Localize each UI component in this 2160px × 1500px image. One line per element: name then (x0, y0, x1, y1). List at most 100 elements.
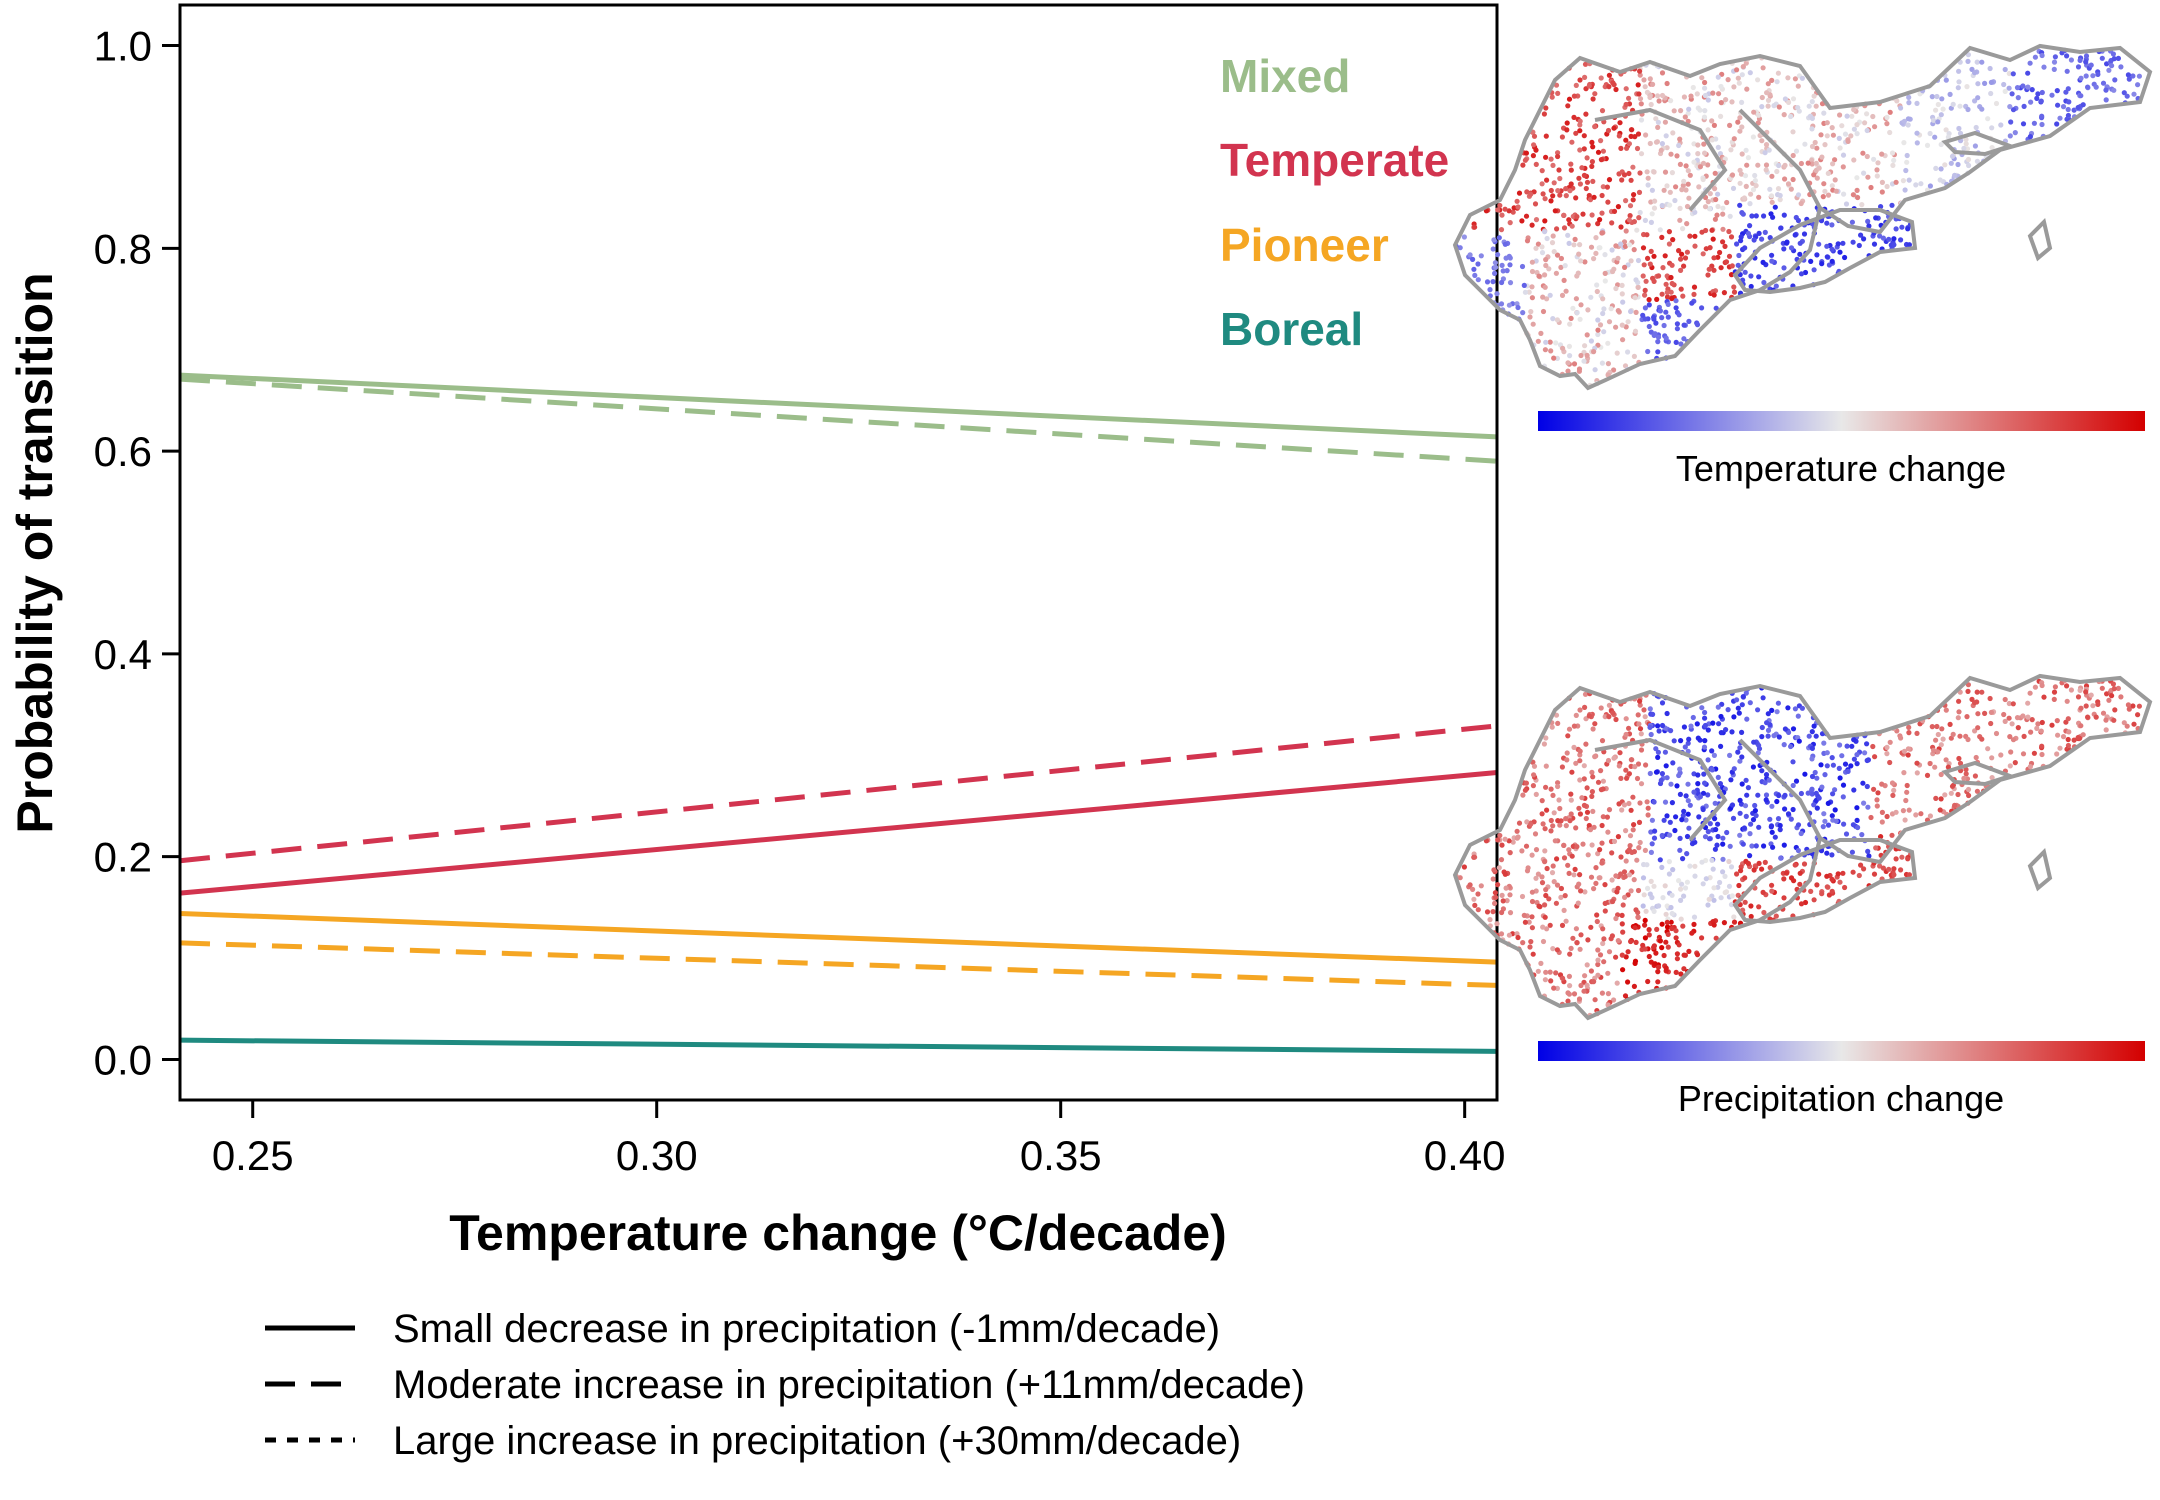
station-point (1585, 307, 1591, 313)
station-point (1799, 705, 1805, 711)
station-point (1811, 723, 1817, 729)
station-point (1519, 218, 1525, 224)
station-point (2038, 728, 2044, 734)
station-point (1519, 893, 1526, 900)
station-point (1762, 229, 1768, 235)
station-point (1580, 211, 1586, 217)
station-point (1642, 935, 1648, 941)
station-point (1813, 160, 1819, 166)
station-point (1905, 116, 1911, 122)
station-point (1566, 847, 1572, 853)
station-point (1769, 77, 1775, 83)
station-point (1547, 922, 1553, 928)
station-point (1562, 893, 1568, 899)
station-point (1660, 895, 1666, 901)
station-point (1661, 187, 1667, 193)
station-point (1598, 138, 1604, 144)
station-point (1668, 728, 1674, 734)
station-point (1621, 869, 1628, 875)
station-point (2111, 87, 2117, 93)
station-point (1668, 274, 1674, 281)
station-point (1522, 157, 1528, 163)
station-point (1668, 289, 1674, 295)
station-point (1829, 125, 1835, 131)
station-point (1957, 760, 1964, 767)
station-point (1566, 217, 1572, 223)
station-point (1739, 72, 1745, 78)
station-point (1728, 147, 1734, 153)
station-point (1662, 119, 1668, 125)
station-point (1756, 860, 1762, 867)
station-point (1672, 197, 1678, 204)
station-point (1568, 167, 1574, 173)
station-point (1686, 106, 1692, 112)
station-point (1748, 191, 1754, 197)
station-point (1584, 179, 1591, 185)
station-point (1535, 968, 1541, 974)
station-point (1591, 349, 1597, 355)
station-point (1554, 317, 1560, 323)
station-point (1504, 268, 1510, 274)
station-point (2031, 120, 2037, 126)
station-point (1506, 838, 1512, 844)
station-point (1571, 361, 1578, 367)
station-point (1702, 738, 1708, 744)
station-point (1645, 255, 1651, 261)
station-point (1555, 153, 1561, 160)
station-point (1713, 826, 1719, 833)
station-point (1535, 241, 1541, 247)
station-point (1979, 106, 1985, 112)
station-point (2088, 692, 2094, 698)
station-point (1763, 772, 1770, 778)
station-point (1832, 787, 1838, 793)
station-point (1542, 902, 1548, 908)
station-point (1542, 272, 1548, 278)
station-point (1540, 191, 1546, 197)
station-point (1681, 322, 1687, 328)
station-point (1711, 897, 1717, 903)
station-point (1879, 819, 1885, 825)
annotation-pioneer: Pioneer (1220, 219, 1389, 271)
station-point (1584, 332, 1590, 338)
station-point (1715, 884, 1721, 890)
station-point (1955, 161, 1961, 168)
station-point (1664, 813, 1670, 819)
station-point (1819, 784, 1825, 790)
station-point (1972, 773, 1978, 779)
station-point (1956, 125, 1962, 132)
station-point (1905, 122, 1911, 128)
station-point (1795, 847, 1801, 854)
station-point (1709, 767, 1715, 773)
station-point (2009, 91, 2015, 97)
station-point (1676, 142, 1682, 149)
station-point (1533, 791, 1539, 798)
station-point (1802, 141, 1808, 147)
station-point (2054, 751, 2060, 757)
station-point (1638, 731, 1644, 737)
station-point (1705, 199, 1711, 205)
station-point (1663, 965, 1669, 971)
temperature-colorbar (1538, 411, 2145, 431)
station-point (1581, 146, 1587, 152)
station-point (1539, 250, 1546, 256)
station-point (1886, 866, 1892, 872)
station-point (1615, 938, 1621, 944)
station-point (1568, 315, 1574, 321)
station-point (1588, 968, 1594, 974)
station-point (1765, 81, 1771, 87)
station-point (1659, 771, 1665, 777)
station-point (1539, 874, 1545, 880)
station-point (1768, 823, 1775, 829)
station-point (1606, 177, 1613, 183)
station-point (1723, 259, 1730, 265)
station-point (1854, 817, 1860, 824)
station-point (1556, 167, 1562, 173)
station-point (1734, 67, 1740, 73)
station-point (1683, 187, 1689, 193)
station-point (1589, 159, 1595, 165)
station-point (1696, 184, 1702, 190)
station-point (1623, 731, 1629, 738)
station-point (1659, 234, 1665, 240)
station-point (1798, 790, 1804, 797)
station-point (1495, 207, 1501, 213)
